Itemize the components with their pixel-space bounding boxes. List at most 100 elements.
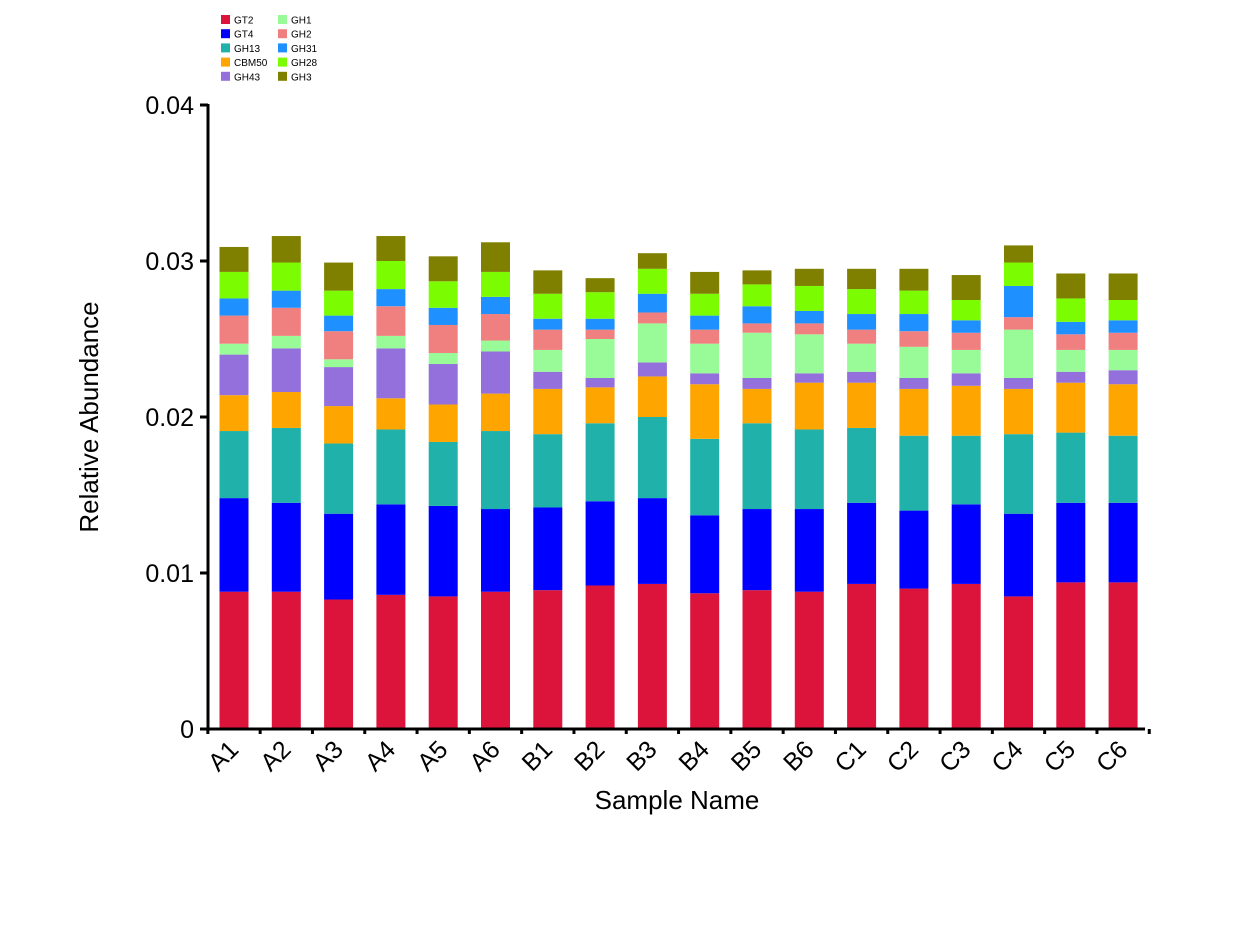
bar-a1-gh13 bbox=[219, 431, 249, 499]
bar-a5-gh28 bbox=[428, 281, 458, 308]
x-tick-label-a6: A6 bbox=[464, 735, 505, 776]
bar-c6-gt4 bbox=[1108, 502, 1138, 583]
bar-b4-gh2 bbox=[690, 329, 720, 344]
bar-a4-gh3 bbox=[376, 236, 406, 261]
bar-c2-gh1 bbox=[899, 346, 929, 378]
bar-a3-gh31 bbox=[324, 315, 354, 332]
bar-a3-gh1 bbox=[324, 359, 354, 368]
bar-a5-gh2 bbox=[428, 324, 458, 354]
bar-b6-gh43 bbox=[794, 373, 824, 383]
bar-c3-gh3 bbox=[951, 275, 981, 300]
bar-a6-gh13 bbox=[481, 431, 510, 510]
legend-swatch-gt2 bbox=[221, 15, 230, 24]
bar-b4-gt2 bbox=[690, 593, 720, 729]
bar-b3-gh1 bbox=[637, 323, 667, 363]
bar-a1-gh3 bbox=[219, 246, 249, 272]
bar-a3-gh43 bbox=[324, 367, 354, 407]
bar-b5-gh2 bbox=[742, 323, 772, 333]
legend-swatch-gh28 bbox=[278, 57, 287, 67]
y-tick-label: 0.03 bbox=[145, 248, 194, 276]
bar-c5-gt2 bbox=[1056, 582, 1086, 729]
bar-b3-gh2 bbox=[637, 312, 667, 324]
bar-c4-gt4 bbox=[1004, 513, 1033, 597]
bar-c3-cbm50 bbox=[951, 385, 981, 436]
bar-a2-gt2 bbox=[271, 591, 301, 729]
bar-b5-gh43 bbox=[742, 378, 772, 389]
bar-c2-gt4 bbox=[899, 510, 929, 589]
y-tick-label: 0.01 bbox=[145, 560, 194, 588]
bar-a2-gh3 bbox=[271, 236, 301, 263]
bar-a1-gh1 bbox=[219, 343, 249, 355]
bar-c4-cbm50 bbox=[1004, 388, 1033, 435]
bar-c4-gh1 bbox=[1004, 329, 1033, 378]
bar-b2-gh3 bbox=[585, 278, 615, 293]
bar-c5-gh43 bbox=[1056, 371, 1086, 383]
bar-c1-cbm50 bbox=[847, 382, 877, 428]
bar-a5-gh3 bbox=[428, 256, 458, 282]
legend-label-gh1: GH1 bbox=[291, 16, 312, 27]
legend-swatch-gh43 bbox=[221, 71, 230, 81]
legend-swatch-gh3 bbox=[278, 71, 287, 81]
bar-c4-gt2 bbox=[1004, 596, 1033, 729]
bar-a2-gh1 bbox=[271, 335, 301, 349]
bar-c4-gh2 bbox=[1004, 317, 1033, 330]
bar-c5-gh1 bbox=[1056, 349, 1086, 372]
bar-b2-gt4 bbox=[585, 501, 615, 586]
bar-a3-cbm50 bbox=[324, 406, 354, 444]
y-tick-label: 0.02 bbox=[145, 404, 194, 432]
legend-swatch-gh31 bbox=[278, 43, 287, 53]
bar-c1-gt4 bbox=[847, 502, 877, 584]
bar-b4-cbm50 bbox=[690, 384, 720, 439]
bar-a4-gh28 bbox=[376, 261, 406, 290]
bar-c6-gh3 bbox=[1108, 273, 1138, 300]
bar-b5-gh3 bbox=[742, 270, 772, 285]
bar-b4-gt4 bbox=[690, 515, 720, 594]
bar-a6-gh43 bbox=[481, 351, 510, 394]
bar-b3-gh3 bbox=[637, 253, 667, 269]
legend-swatch-gh13 bbox=[221, 43, 230, 53]
x-tick-label-a3: A3 bbox=[307, 735, 348, 776]
bar-b5-gh13 bbox=[742, 423, 772, 510]
legend-swatch-cbm50 bbox=[221, 57, 230, 67]
x-tick-label-c2: C2 bbox=[882, 735, 924, 777]
bar-c3-gh28 bbox=[951, 300, 981, 321]
bar-c6-gh2 bbox=[1108, 332, 1138, 350]
bar-c5-gt4 bbox=[1056, 502, 1086, 583]
y-axis-title: Relative Abundance bbox=[74, 301, 104, 532]
bar-c5-cbm50 bbox=[1056, 382, 1086, 433]
bar-c4-gh31 bbox=[1004, 285, 1033, 318]
bar-b4-gh31 bbox=[690, 315, 720, 330]
bar-a1-gt4 bbox=[219, 498, 249, 592]
bar-b3-gh31 bbox=[637, 293, 667, 313]
bar-b3-gh28 bbox=[637, 268, 667, 294]
bar-b3-gh13 bbox=[637, 417, 667, 499]
bar-a2-gh28 bbox=[271, 262, 301, 291]
bars bbox=[219, 236, 1138, 729]
bar-b4-gh28 bbox=[690, 293, 720, 316]
bar-b1-gt4 bbox=[533, 507, 563, 591]
bar-c1-gt2 bbox=[847, 583, 877, 729]
bar-c2-gh31 bbox=[899, 314, 929, 332]
x-tick-label-a1: A1 bbox=[203, 735, 244, 776]
legend: GT2 GT4 GH13 CBM50 GH43 GH1 GH2 GH31 GH28 GH3 bbox=[221, 15, 318, 83]
bar-c1-gh28 bbox=[847, 289, 877, 315]
bar-b5-gt2 bbox=[742, 590, 772, 729]
bar-b4-gh13 bbox=[690, 438, 720, 516]
bar-b1-gh2 bbox=[533, 329, 563, 350]
bar-a4-gh13 bbox=[376, 429, 406, 505]
legend-label-gh3: GH3 bbox=[291, 72, 312, 83]
x-tick-label-c6: C6 bbox=[1091, 735, 1133, 777]
bar-c2-gh28 bbox=[899, 290, 929, 315]
legend-swatch-gh1 bbox=[278, 15, 287, 24]
bar-c2-gh3 bbox=[899, 268, 929, 291]
bar-a1-gh28 bbox=[219, 271, 249, 299]
bar-c4-gh43 bbox=[1004, 378, 1033, 389]
bar-c5-gh13 bbox=[1056, 432, 1086, 503]
legend-swatch-gh2 bbox=[278, 29, 287, 39]
x-axis-title: Sample Name bbox=[595, 785, 760, 815]
bar-c5-gh31 bbox=[1056, 321, 1086, 335]
bar-c3-gh13 bbox=[951, 435, 981, 505]
bar-a5-gt4 bbox=[428, 505, 458, 597]
bar-a4-gh43 bbox=[376, 348, 406, 399]
y-tick-label: 0.04 bbox=[145, 92, 194, 120]
